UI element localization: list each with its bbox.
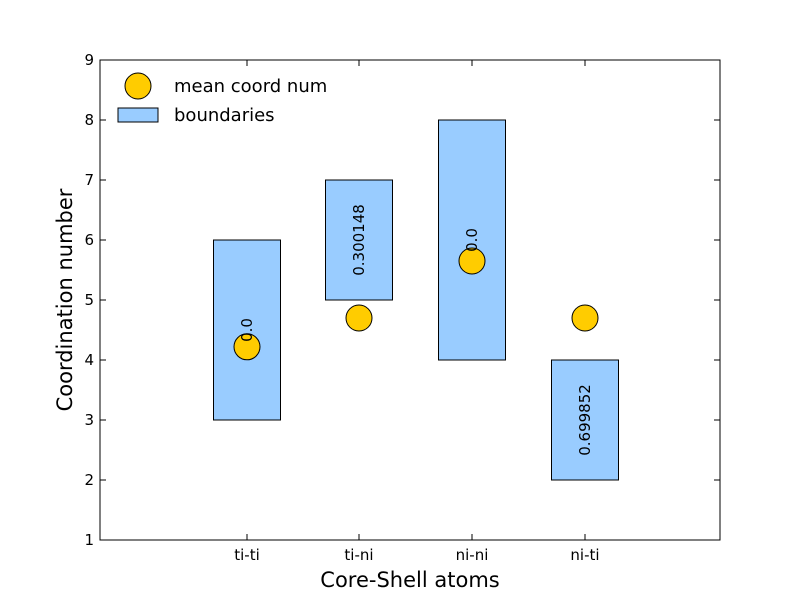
legend-label-boundaries: boundaries <box>174 105 275 126</box>
point-ni-ni <box>458 247 486 275</box>
y-tick-label-1: 1 <box>84 531 94 549</box>
y-tick-label-2: 2 <box>84 471 94 489</box>
y-tick-label-6: 6 <box>84 231 94 249</box>
x-tick-label-ni-ti: ni-ti <box>570 546 599 564</box>
bar-ni-ni <box>438 119 506 361</box>
point-ti-ni <box>345 304 373 332</box>
x-axis-title: Core-Shell atoms <box>320 568 499 592</box>
bar-label-ti-ni: 0.300148 <box>350 204 368 276</box>
y-tick-label-9: 9 <box>84 51 94 69</box>
bar-ni-ti <box>551 359 619 481</box>
bar-ti-ni <box>325 179 393 301</box>
legend-marker-rect <box>117 107 159 123</box>
point-ni-ti <box>571 304 599 332</box>
y-tick-label-7: 7 <box>84 171 94 189</box>
point-ti-ti <box>233 333 261 361</box>
y-tick-label-4: 4 <box>84 351 94 369</box>
bar-label-ni-ni: 0.0 <box>463 228 481 252</box>
bar-label-ti-ti: 0.0 <box>238 318 256 342</box>
y-tick-label-5: 5 <box>84 291 94 309</box>
y-tick-label-3: 3 <box>84 411 94 429</box>
plot-frame <box>99 59 721 541</box>
y-axis-title: Coordination number <box>53 188 77 411</box>
y-tick-label-8: 8 <box>84 111 94 129</box>
bar-ti-ti <box>213 239 281 421</box>
legend: mean coord num boundaries <box>117 72 327 126</box>
x-tick-label-ti-ti: ti-ti <box>234 546 260 564</box>
legend-label-mean: mean coord num <box>174 76 327 97</box>
bar-label-ni-ti: 0.699852 <box>576 384 594 456</box>
x-tick-label-ni-ni: ni-ni <box>456 546 489 564</box>
x-tick-label-ti-ni: ti-ni <box>344 546 373 564</box>
legend-marker-circle <box>124 72 152 100</box>
